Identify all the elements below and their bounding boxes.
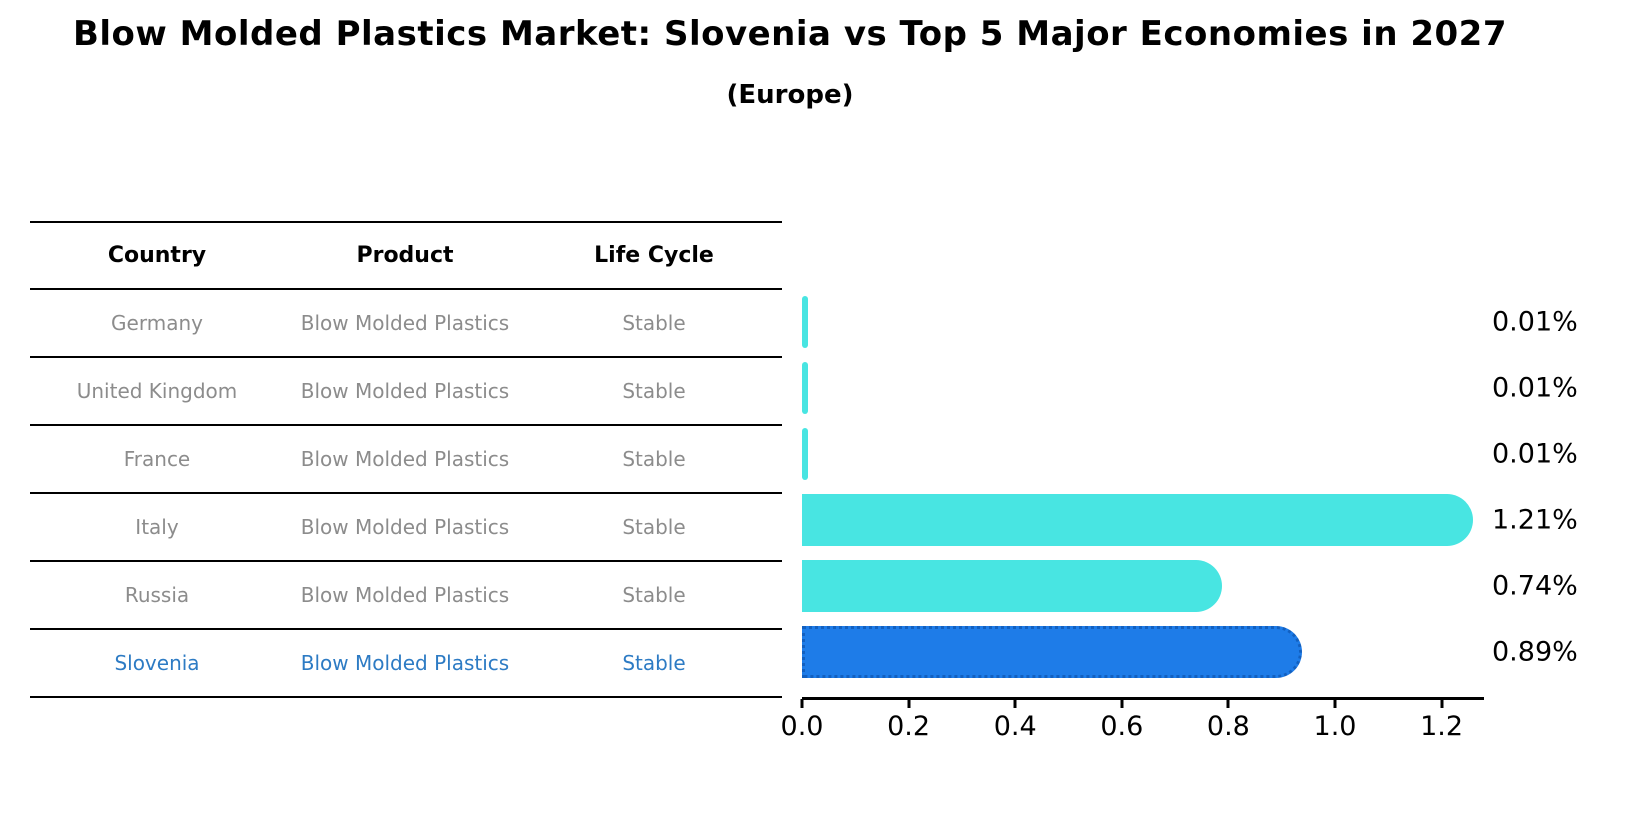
table-cell-product: Blow Molded Plastics <box>300 447 510 471</box>
x-axis-tick-label: 0.8 <box>1206 711 1250 742</box>
table-row: Italy Blow Molded Plastics Stable <box>30 492 782 560</box>
x-axis-tick <box>800 699 804 708</box>
table-cell-product: Blow Molded Plastics <box>300 651 510 675</box>
x-axis-tick <box>1013 699 1017 708</box>
x-axis-tick-label: 1.2 <box>1420 711 1464 742</box>
x-axis-tick <box>1333 699 1337 708</box>
table-cell-country: Germany <box>111 311 203 335</box>
country-table: Country Product Life Cycle Germany Blow Mold… <box>30 221 782 698</box>
bar-value-label: 0.01% <box>1492 306 1578 338</box>
x-axis-tick <box>1226 699 1230 708</box>
table-row: France Blow Molded Plastics Stable <box>30 424 782 492</box>
table-cell-product: Blow Molded Plastics <box>300 583 510 607</box>
table-row: United Kingdom Blow Molded Plastics Stable <box>30 356 782 424</box>
x-axis-tick-label: 0.4 <box>993 711 1037 742</box>
table-cell-life-cycle: Stable <box>622 311 686 335</box>
table-cell-country: Slovenia <box>114 651 200 675</box>
table-cell-country: Italy <box>135 515 179 539</box>
bar <box>802 560 1222 612</box>
table-cell-country: Russia <box>124 583 190 607</box>
table-row: Germany Blow Molded Plastics Stable <box>30 288 782 356</box>
x-axis-tick <box>1440 699 1444 708</box>
table-header-product: Product <box>356 243 454 268</box>
bar <box>802 428 808 480</box>
x-axis-tick <box>907 699 911 708</box>
table-header-life-cycle: Life Cycle <box>594 243 714 268</box>
table-cell-life-cycle: Stable <box>622 379 686 403</box>
table-cell-product: Blow Molded Plastics <box>300 515 510 539</box>
table-cell-life-cycle: Stable <box>622 515 686 539</box>
table-cell-life-cycle: Stable <box>622 651 686 675</box>
bar <box>802 626 1302 678</box>
bar-value-label: 0.01% <box>1492 372 1578 404</box>
x-axis-tick <box>1120 699 1124 708</box>
x-axis-line <box>802 697 1484 700</box>
x-axis-tick-label: 0.0 <box>780 711 824 742</box>
x-axis-tick-label: 0.2 <box>887 711 931 742</box>
table-row: Russia Blow Molded Plastics Stable <box>30 560 782 628</box>
table-header-row: Country Product Life Cycle <box>30 221 782 288</box>
table-cell-country: France <box>123 447 191 471</box>
table-header-country: Country <box>107 243 207 268</box>
chart-subtitle: (Europe) <box>726 80 854 110</box>
bar <box>802 296 808 348</box>
table-cell-country: United Kingdom <box>76 379 238 403</box>
bar-value-label: 0.74% <box>1492 570 1578 602</box>
table-cell-product: Blow Molded Plastics <box>300 379 510 403</box>
table-cell-life-cycle: Stable <box>622 583 686 607</box>
bar <box>802 362 808 414</box>
chart-title: Blow Molded Plastics Market: Slovenia vs… <box>72 14 1507 54</box>
bar <box>802 494 1473 546</box>
bar-value-label: 0.01% <box>1492 438 1578 470</box>
bar-value-label: 1.21% <box>1492 504 1578 536</box>
table-cell-product: Blow Molded Plastics <box>300 311 510 335</box>
bar-value-label: 0.89% <box>1492 636 1578 668</box>
table-cell-life-cycle: Stable <box>622 447 686 471</box>
x-axis-tick-label: 1.0 <box>1313 711 1357 742</box>
table-row: Slovenia Blow Molded Plastics Stable <box>30 628 782 696</box>
x-axis-tick-label: 0.6 <box>1100 711 1144 742</box>
